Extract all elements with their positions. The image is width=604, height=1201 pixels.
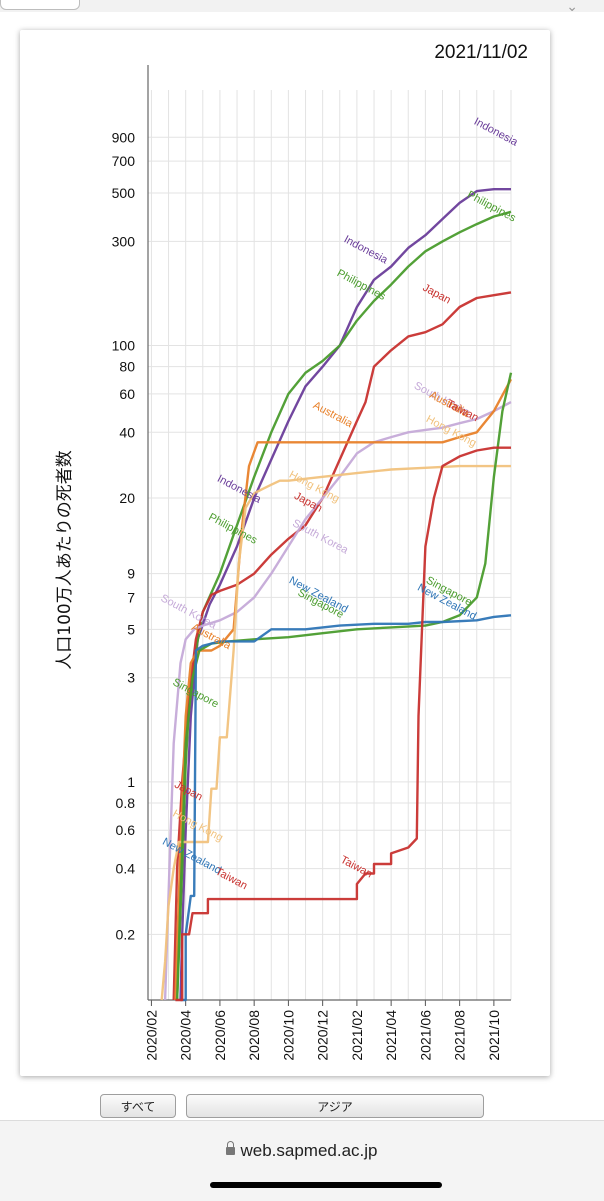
series-label-australia: Australia	[311, 399, 355, 430]
y-tick-label: 0.6	[116, 822, 136, 838]
lock-icon	[226, 1141, 236, 1155]
y-tick-label: 0.4	[116, 861, 136, 877]
x-tick-label: 2020/12	[315, 1010, 331, 1061]
x-tick-label: 2020/02	[143, 1010, 159, 1061]
y-tick-label: 300	[112, 233, 136, 249]
grid	[148, 90, 512, 1000]
y-tick-label: 500	[112, 185, 136, 201]
y-tick-label: 7	[127, 589, 135, 605]
top-partial-button[interactable]	[0, 0, 80, 10]
y-tick-label: 1	[127, 774, 135, 790]
y-tick-label: 5	[127, 621, 135, 637]
browser-address-bar[interactable]: web.sapmed.ac.jp	[0, 1120, 604, 1201]
x-tick-label: 2020/10	[280, 1010, 296, 1061]
x-tick-label: 2021/08	[452, 1010, 468, 1061]
y-tick-label: 900	[112, 129, 136, 145]
y-tick-label: 100	[112, 337, 136, 353]
series-label-philippines: Philippines	[465, 189, 518, 225]
y-tick-label: 0.8	[116, 795, 136, 811]
show-all-button[interactable]: すべて	[100, 1094, 176, 1118]
url-text: web.sapmed.ac.jp	[240, 1141, 378, 1160]
y-axis-label: 人口100万人あたりの死者数	[55, 450, 75, 669]
y-tick-label: 3	[127, 670, 135, 686]
x-tick-label: 2021/04	[383, 1010, 399, 1061]
log-line-chart: 0.2 0.4 0.6 0.8 1 3 5 7 9 20 40 60 80 100 300 500 700 900…	[55, 65, 521, 1061]
series-label-indonesia: Indonesia	[342, 233, 391, 266]
chart-date: 2021/11/02	[434, 42, 528, 63]
home-indicator	[210, 1182, 442, 1188]
y-tick-label: 60	[119, 386, 135, 402]
series-label-philippines: Philippines	[206, 511, 259, 547]
x-tick-label: 2021/02	[349, 1010, 365, 1061]
axes: 0.2 0.4 0.6 0.8 1 3 5 7 9 20 40 60 80 100 300 500 700 900…	[112, 65, 511, 1061]
x-tick-label: 2020/06	[212, 1010, 228, 1061]
series-label-taiwan: Taiwan	[444, 398, 480, 425]
x-tick-label: 2020/08	[246, 1010, 262, 1061]
series-line-south-korea	[163, 401, 512, 1001]
series-line-singapore	[175, 372, 513, 1001]
y-tick-label: 9	[127, 566, 135, 582]
asia-button[interactable]: アジア	[186, 1094, 484, 1118]
url-display[interactable]: web.sapmed.ac.jp	[0, 1141, 604, 1161]
series-line-new-zealand	[180, 614, 512, 1002]
x-tick-label: 2021/06	[417, 1010, 433, 1061]
series-line-japan	[172, 291, 512, 1001]
series-label-taiwan: Taiwan	[213, 866, 249, 893]
series-line-taiwan	[175, 446, 511, 1002]
series-line-australia	[174, 378, 513, 1001]
series-lines	[160, 188, 513, 1002]
series-label-indonesia: Indonesia	[215, 473, 264, 506]
x-tick-label: 2020/04	[178, 1010, 194, 1061]
y-tick-label: 0.2	[116, 926, 136, 942]
series-label-south-korea: South Korea	[290, 517, 350, 557]
y-tick-label: 700	[112, 153, 136, 169]
y-tick-label: 20	[119, 490, 135, 506]
chart-card: 2021/11/02 0.2 0.4 0.6 0.8 1 3 5 7 9 20 40 60 80 100 3…	[20, 30, 550, 1076]
series-label-taiwan: Taiwan	[338, 854, 374, 881]
series-label-indonesia: Indonesia	[472, 116, 521, 149]
x-tick-label: 2021/10	[486, 1010, 502, 1061]
more-icon[interactable]: ⌄	[566, 0, 578, 14]
y-tick-label: 80	[119, 359, 135, 375]
y-tick-label: 40	[119, 424, 135, 440]
browser-top-edge: ⌄	[0, 0, 604, 14]
